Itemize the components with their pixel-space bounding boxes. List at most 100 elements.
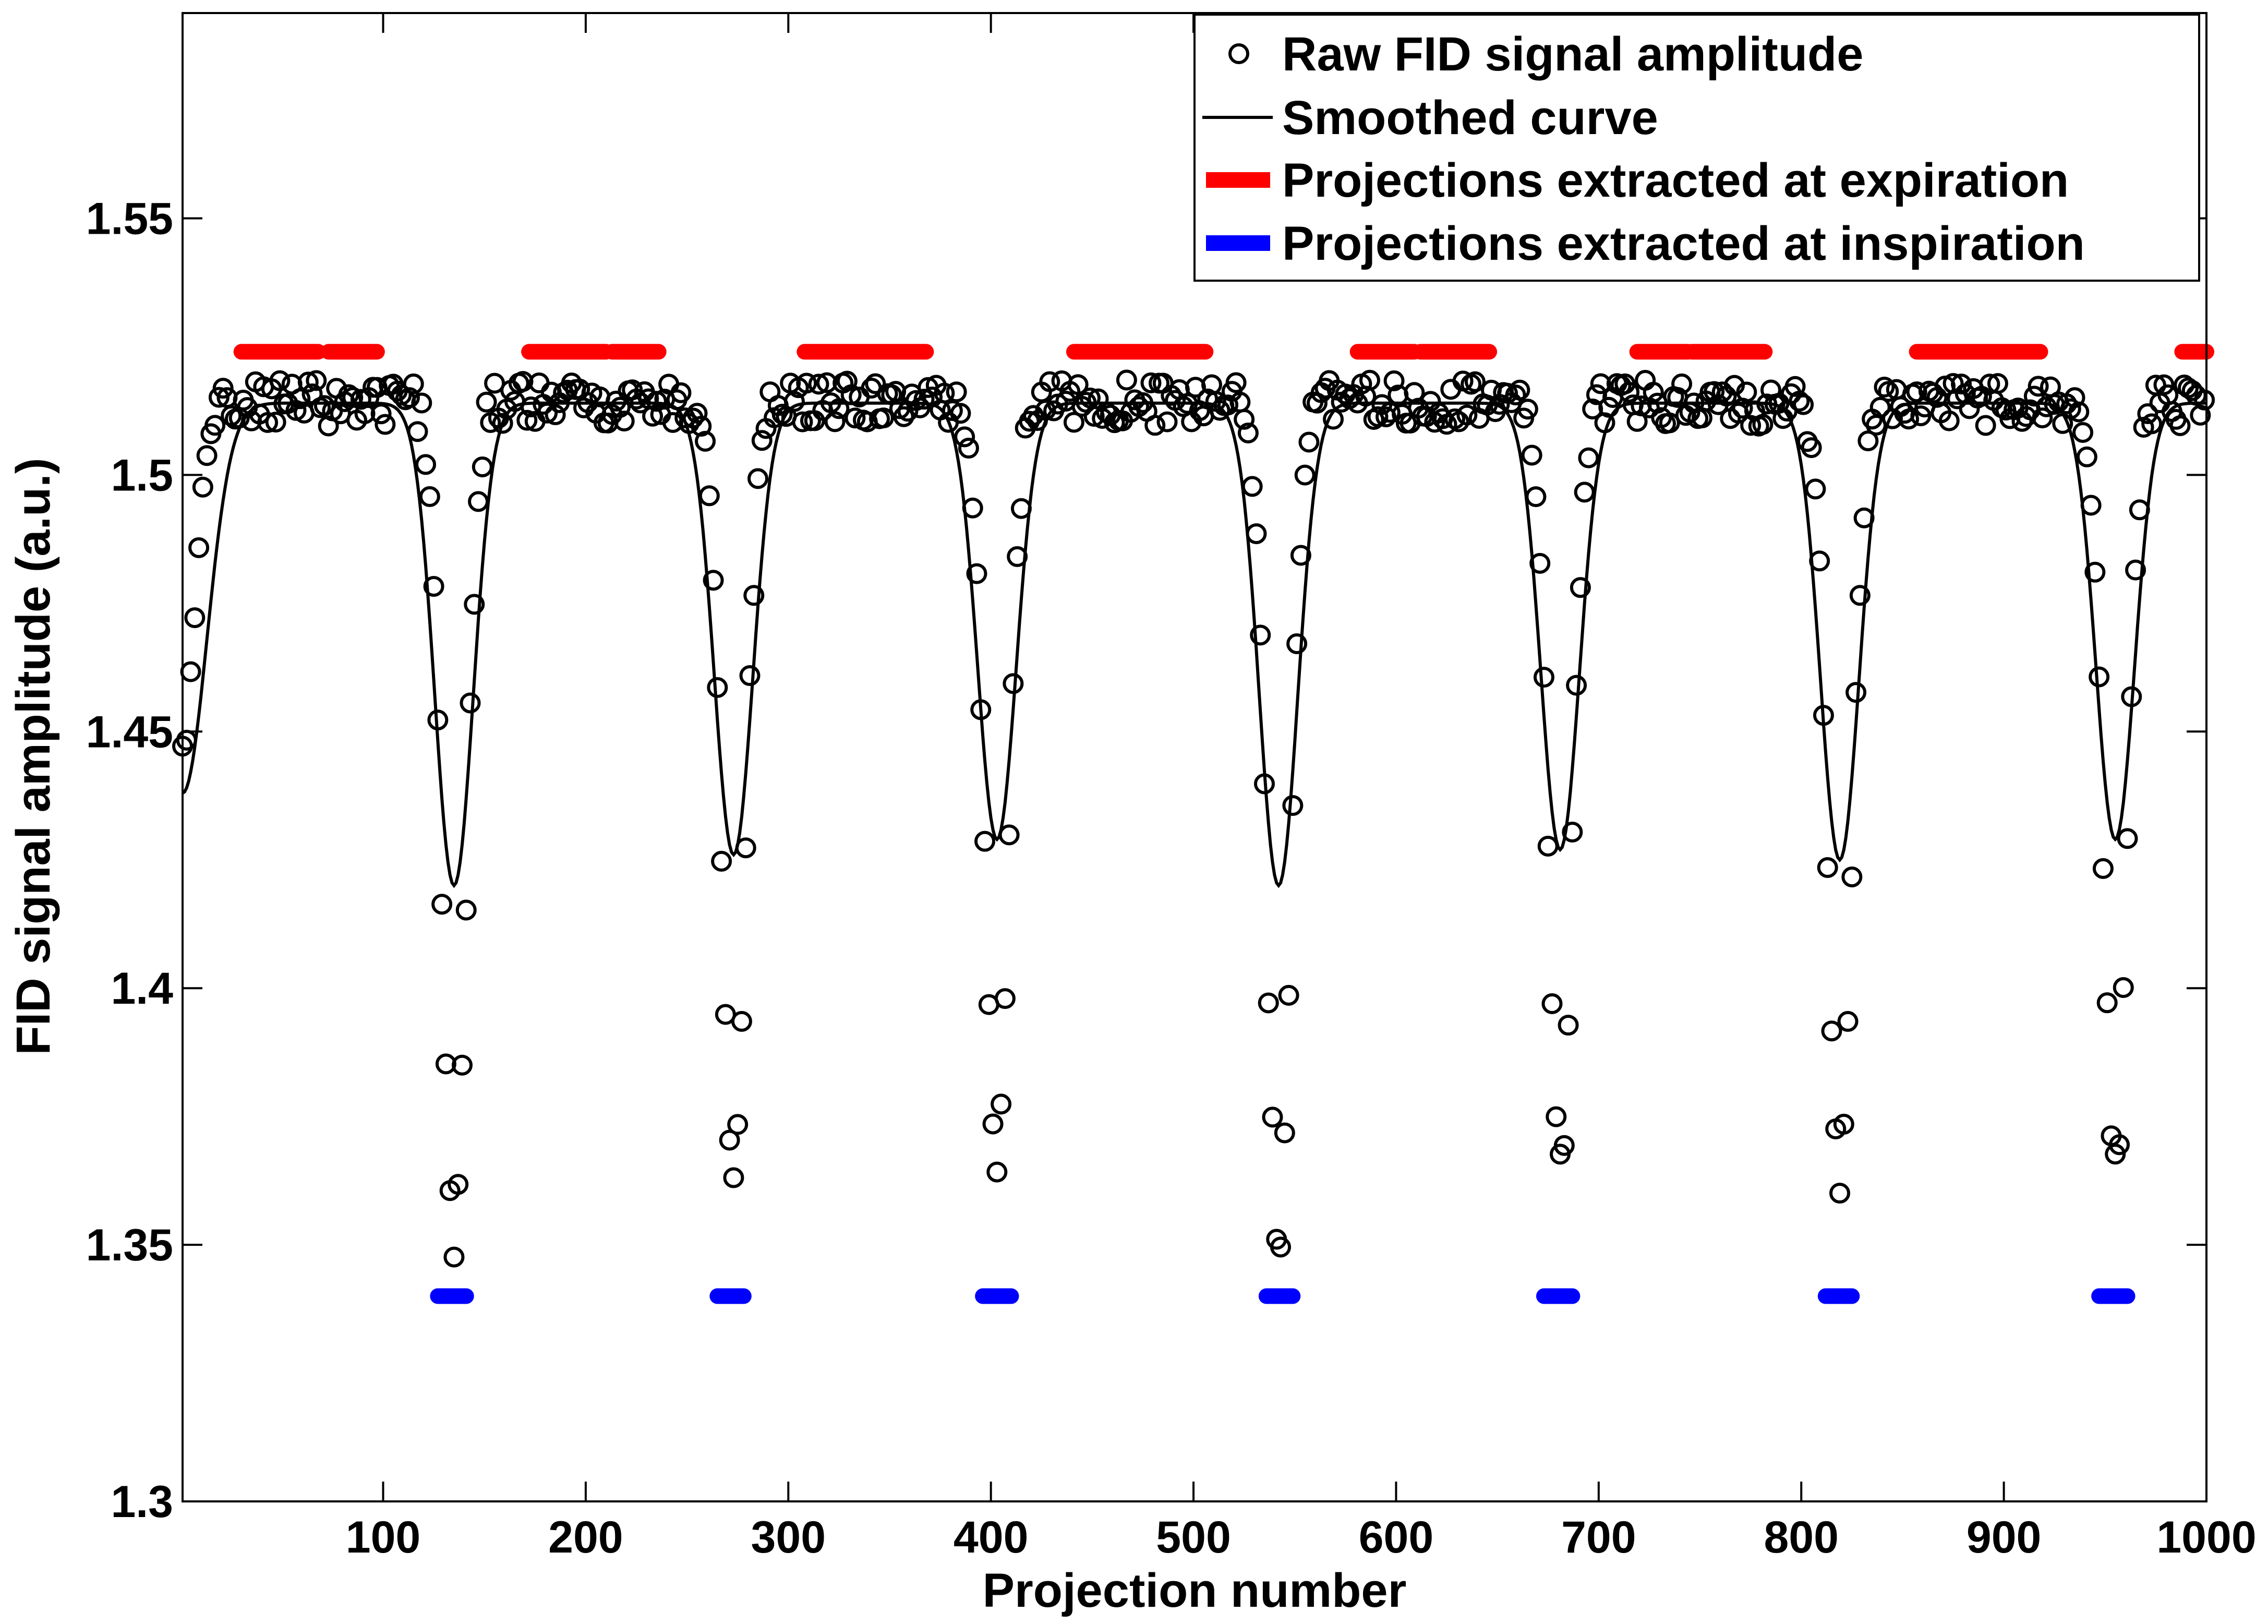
raw-point [492,413,513,434]
raw-point [455,899,477,921]
raw-point [1752,414,1774,435]
raw-point [443,1246,465,1268]
raw-point [609,396,631,418]
raw-point [1497,382,1518,404]
raw-point [2113,977,2134,999]
raw-point [265,412,286,433]
raw-point [212,378,234,399]
raw-point [423,576,444,597]
raw-point [1262,1106,1283,1128]
y-tick-labels: 1.3 1.35 1.4 1.45 1.5 1.55 [86,194,174,1527]
raw-point [1562,822,1583,843]
raw-point [2108,1134,2130,1156]
raw-point [1541,993,1563,1014]
raw-point [1841,866,1863,887]
raw-point [1274,1122,1295,1144]
raw-point [257,412,279,433]
raw-point [954,426,975,448]
raw-point [613,411,635,432]
raw-point [1817,857,1838,878]
legend-label-expiration: Projections extracted at expiration [1282,154,2069,207]
raw-point [1144,415,1166,436]
raw-point [196,445,218,466]
raw-point [1140,372,1162,393]
raw-point [743,585,765,606]
raw-point [2028,376,2049,397]
raw-point [350,389,371,410]
raw-point [731,1011,752,1032]
raw-point [1294,464,1316,486]
raw-point [646,391,667,412]
raw-point [1509,379,1530,401]
raw-point [1801,437,1822,459]
raw-point [2141,413,2163,435]
y-tick-label: 1.35 [86,1220,173,1270]
raw-point [950,403,971,424]
raw-point [460,692,481,714]
raw-point [1805,478,1826,500]
y-tick-label: 1.5 [111,450,173,500]
raw-point [1833,1113,1854,1135]
raw-point [1505,384,1526,406]
raw-point [2137,403,2158,424]
raw-point [1282,795,1304,816]
raw-point [1704,381,1725,402]
raw-point [1270,1236,1292,1258]
raw-point [703,570,724,591]
raw-point [289,388,311,410]
raw-point [2105,1144,2126,1165]
raw-point [411,392,432,414]
raw-point [845,407,866,429]
raw-point [982,1113,1004,1135]
raw-point [1821,1020,1842,1042]
raw-point [221,405,242,426]
raw-point [707,677,728,698]
raw-point [1736,381,1757,403]
raw-point [1987,373,2008,394]
raw-point [403,373,424,394]
raw-point [1789,390,1810,412]
y-tick-label: 1.55 [86,194,173,244]
raw-point [2064,387,2085,408]
raw-point [1225,372,1247,393]
raw-point [695,430,716,452]
raw-point [1444,408,1466,429]
raw-point [686,403,708,424]
raw-point [2023,386,2045,407]
raw-point [727,1114,749,1135]
raw-point [2084,561,2106,583]
legend-marker-raw [1228,43,1249,64]
y-axis-title: FID signal amplitude (a.u.) [7,458,60,1055]
raw-point [2068,401,2090,423]
raw-point [399,387,420,408]
y-tick-label: 1.45 [86,707,173,757]
raw-point [1529,552,1551,574]
raw-point [783,391,805,412]
raw-point [1533,667,1554,688]
raw-point [1643,381,1664,403]
x-tick-label: 300 [751,1512,826,1562]
raw-point [1566,675,1587,696]
raw-point [415,454,437,475]
data-marks [172,344,2215,1304]
raw-point [269,370,291,391]
raw-point [2169,415,2191,436]
raw-point [2125,559,2146,581]
raw-point [1023,405,1044,426]
raw-point [991,1093,1012,1115]
raw-point [2096,992,2118,1014]
raw-point [2072,422,2094,443]
raw-point [1570,577,1591,598]
raw-point [1290,545,1311,566]
raw-point [1286,633,1308,654]
raw-point [1553,1135,1575,1156]
raw-point [1793,394,1814,415]
raw-point [865,373,886,394]
raw-point [1298,431,1320,453]
raw-point [828,398,850,419]
raw-point [1067,374,1089,395]
raw-point [994,988,1016,1009]
raw-point [1857,430,1879,452]
raw-point [1829,1183,1851,1204]
